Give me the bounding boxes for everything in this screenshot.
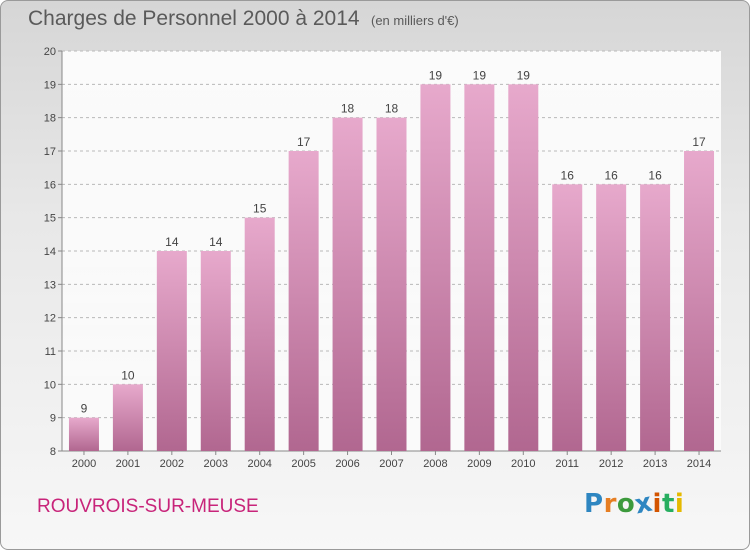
x-tick-label: 2006 <box>335 458 359 470</box>
data-label: 19 <box>473 68 487 82</box>
y-tick-label: 9 <box>50 413 56 425</box>
x-tick-label: 2004 <box>247 458 271 470</box>
y-tick-label: 15 <box>44 213 56 225</box>
bar-2010 <box>508 84 539 451</box>
bar-2000 <box>68 417 99 451</box>
y-tick-label: 13 <box>44 279 56 291</box>
data-label: 10 <box>121 368 135 382</box>
x-tick-label: 2005 <box>291 458 315 470</box>
x-tick-label: 2000 <box>72 458 96 470</box>
proxiti-logo: Proxiti <box>584 488 685 521</box>
bar-2014 <box>684 151 715 451</box>
chart-subtitle: (en milliers d'€) <box>371 13 459 28</box>
data-label: 19 <box>517 68 531 82</box>
bar-2011 <box>552 184 583 452</box>
bar-2001 <box>112 384 143 451</box>
data-label: 17 <box>297 135 311 149</box>
y-tick-label: 8 <box>50 446 56 458</box>
x-tick-label: 2009 <box>467 458 491 470</box>
data-label: 15 <box>253 202 267 216</box>
x-tick-label: 2002 <box>160 458 184 470</box>
data-label: 16 <box>561 168 575 182</box>
bar-2004 <box>244 217 275 451</box>
x-tick-label: 2007 <box>379 458 403 470</box>
bar-2013 <box>640 184 671 452</box>
bar-2003 <box>200 251 231 451</box>
logo-letter: t <box>661 489 675 519</box>
y-tick-label: 16 <box>44 179 56 191</box>
data-label: 17 <box>692 135 706 149</box>
bar-2002 <box>156 251 187 451</box>
x-tick-label: 2011 <box>555 458 579 470</box>
data-label: 18 <box>341 102 355 116</box>
y-tick-label: 11 <box>45 346 56 358</box>
y-tick-label: 12 <box>44 313 56 325</box>
x-tick-label: 2013 <box>643 458 667 470</box>
y-tick-label: 10 <box>44 379 56 391</box>
data-label: 9 <box>81 402 88 416</box>
bar-2007 <box>376 117 407 452</box>
data-label: 19 <box>429 68 443 82</box>
bar-2006 <box>332 117 363 452</box>
x-tick-label: 2008 <box>423 458 447 470</box>
y-tick-label: 19 <box>44 79 56 91</box>
logo-letter: i <box>674 489 685 519</box>
data-label: 14 <box>209 235 223 249</box>
x-tick-label: 2014 <box>687 458 711 470</box>
commune-name: ROUVROIS-SUR-MEUSE <box>37 496 259 517</box>
y-tick-label: 14 <box>44 246 56 258</box>
logo-letter: P <box>584 489 604 519</box>
y-tick-label: 17 <box>44 146 56 158</box>
chart-title: Charges de Personnel 2000 à 2014 <box>28 7 360 30</box>
x-tick-label: 2001 <box>116 458 140 470</box>
data-label: 16 <box>648 168 662 182</box>
logo-letter: r <box>603 489 617 519</box>
data-label: 16 <box>604 168 618 182</box>
bar-2008 <box>420 84 451 451</box>
x-tick-label: 2010 <box>511 458 535 470</box>
bar-2009 <box>464 84 495 451</box>
bar-2005 <box>288 151 319 451</box>
y-tick-label: 18 <box>44 113 56 125</box>
data-label: 18 <box>385 102 399 116</box>
x-tick-label: 2003 <box>204 458 228 470</box>
x-tick-label: 2012 <box>599 458 623 470</box>
data-label: 14 <box>165 235 179 249</box>
bar-2012 <box>596 184 627 452</box>
logo-letter: o <box>616 489 636 519</box>
y-tick-label: 20 <box>44 46 56 58</box>
logo-letter: i <box>652 489 662 519</box>
